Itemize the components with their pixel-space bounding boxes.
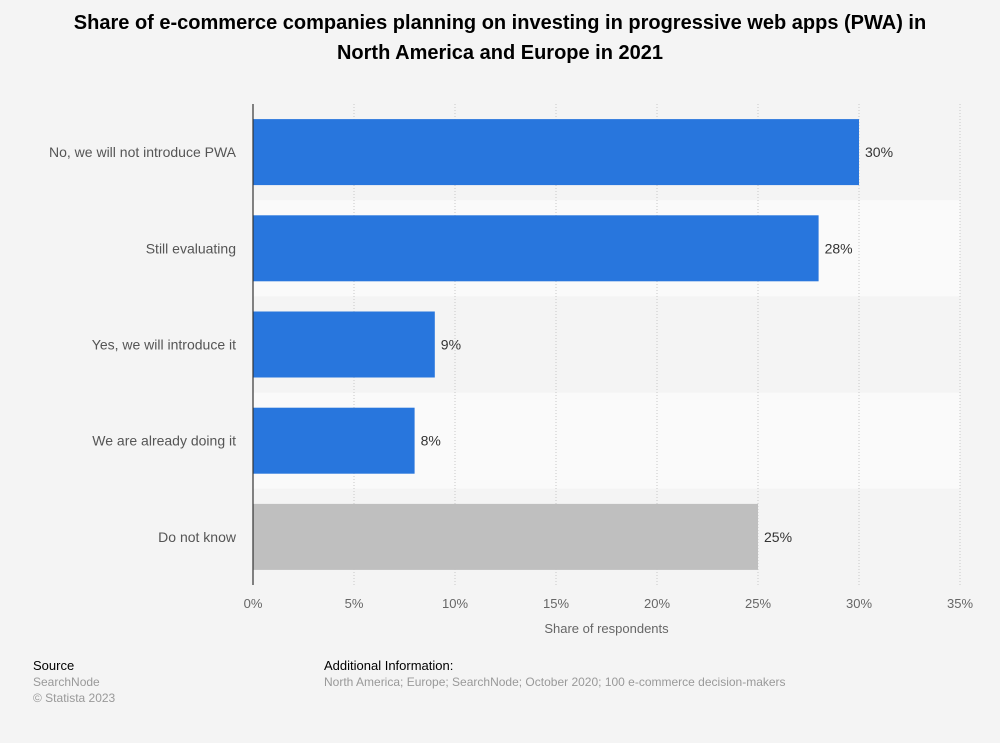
category-label: Do not know <box>158 529 237 545</box>
additional-info-block: Additional Information: North America; E… <box>324 658 786 690</box>
x-tick-label: 20% <box>644 596 670 611</box>
x-tick-label: 30% <box>846 596 872 611</box>
data-label: 25% <box>764 529 792 545</box>
bar <box>253 503 758 570</box>
bar <box>253 119 859 186</box>
category-label: Yes, we will introduce it <box>92 337 236 353</box>
source-block: Source SearchNode © Statista 2023 <box>33 658 115 706</box>
bar <box>253 215 819 282</box>
x-tick-label: 35% <box>947 596 973 611</box>
bar <box>253 407 415 474</box>
chart-title: Share of e-commerce companies planning o… <box>73 12 927 64</box>
source-heading: Source <box>33 658 75 673</box>
bar <box>253 311 435 378</box>
x-tick-label: 0% <box>244 596 263 611</box>
x-tick-label: 25% <box>745 596 771 611</box>
source-name: SearchNode <box>33 675 100 689</box>
data-label: 30% <box>865 144 893 160</box>
x-axis-title: Share of respondents <box>544 621 669 636</box>
x-tick-label: 10% <box>442 596 468 611</box>
x-tick-label: 15% <box>543 596 569 611</box>
x-tick-label: 5% <box>345 596 364 611</box>
copyright: © Statista 2023 <box>33 691 116 705</box>
additional-info-heading: Additional Information: <box>324 658 454 673</box>
category-label: Still evaluating <box>146 240 236 256</box>
category-label: No, we will not introduce PWA <box>49 144 237 160</box>
data-label: 28% <box>825 240 853 256</box>
category-label: We are already doing it <box>92 433 236 449</box>
data-label: 9% <box>441 337 461 353</box>
data-label: 8% <box>421 433 441 449</box>
additional-info-text: North America; Europe; SearchNode; Octob… <box>324 675 786 689</box>
